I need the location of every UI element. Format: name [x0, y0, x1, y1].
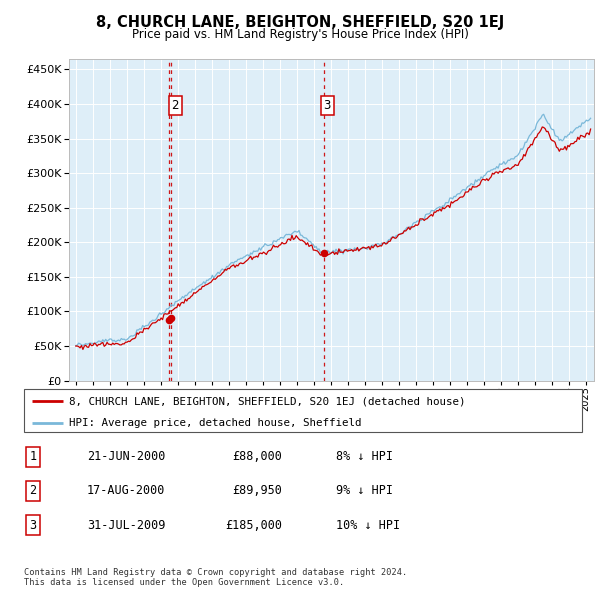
Text: 2: 2: [29, 484, 37, 497]
Text: 17-AUG-2000: 17-AUG-2000: [87, 484, 166, 497]
Text: Price paid vs. HM Land Registry's House Price Index (HPI): Price paid vs. HM Land Registry's House …: [131, 28, 469, 41]
Text: 3: 3: [29, 519, 37, 532]
Text: 1: 1: [29, 450, 37, 463]
Text: £89,950: £89,950: [232, 484, 282, 497]
Text: 8% ↓ HPI: 8% ↓ HPI: [336, 450, 393, 463]
Text: 2: 2: [172, 99, 179, 112]
Text: 31-JUL-2009: 31-JUL-2009: [87, 519, 166, 532]
Text: 9% ↓ HPI: 9% ↓ HPI: [336, 484, 393, 497]
Text: £185,000: £185,000: [225, 519, 282, 532]
Text: 21-JUN-2000: 21-JUN-2000: [87, 450, 166, 463]
Text: 3: 3: [323, 99, 331, 112]
Text: Contains HM Land Registry data © Crown copyright and database right 2024.
This d: Contains HM Land Registry data © Crown c…: [24, 568, 407, 587]
Text: HPI: Average price, detached house, Sheffield: HPI: Average price, detached house, Shef…: [68, 418, 361, 428]
Text: 8, CHURCH LANE, BEIGHTON, SHEFFIELD, S20 1EJ: 8, CHURCH LANE, BEIGHTON, SHEFFIELD, S20…: [96, 15, 504, 30]
Text: 8, CHURCH LANE, BEIGHTON, SHEFFIELD, S20 1EJ (detached house): 8, CHURCH LANE, BEIGHTON, SHEFFIELD, S20…: [68, 396, 465, 407]
FancyBboxPatch shape: [24, 389, 582, 432]
Text: 10% ↓ HPI: 10% ↓ HPI: [336, 519, 400, 532]
Text: £88,000: £88,000: [232, 450, 282, 463]
